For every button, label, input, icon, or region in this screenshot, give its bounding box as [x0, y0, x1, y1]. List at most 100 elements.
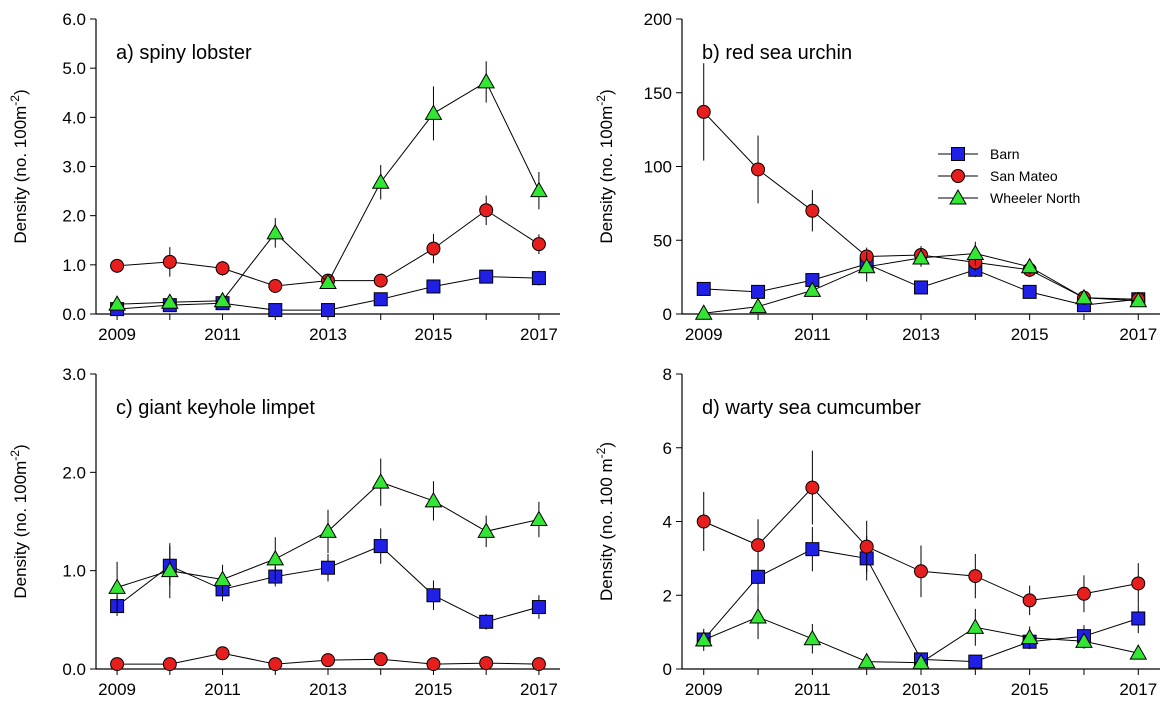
data-point: [1075, 288, 1093, 305]
data-point: [426, 241, 441, 256]
data-point: [1020, 628, 1039, 645]
series-wheeler-north: [694, 594, 1148, 670]
data-point: [749, 607, 767, 624]
legend-label: Barn: [990, 146, 1020, 162]
data-point: [696, 104, 711, 119]
data-point: [751, 538, 766, 553]
data-point: [268, 278, 283, 293]
data-point: [912, 248, 930, 265]
legend-item: Wheeler North: [938, 188, 1080, 206]
data-point: [215, 261, 230, 276]
x-tick-label: 2011: [794, 325, 831, 344]
data-point: [371, 173, 390, 189]
data-point: [266, 223, 285, 240]
legend: Barn San Mateo Wheeler North: [938, 146, 1080, 206]
data-point: [1131, 576, 1146, 591]
data-point: [319, 273, 337, 290]
x-tick-label: 2009: [98, 680, 136, 699]
x-tick-label: 2013: [309, 325, 347, 344]
data-point: [914, 564, 928, 579]
series-wheeler-north: [108, 61, 548, 311]
data-point: [321, 303, 335, 318]
data-point: [749, 297, 767, 314]
x-tick-label: 2011: [794, 680, 831, 699]
y-tick-label: 5.0: [62, 59, 86, 78]
panel-1: 0.0 1.0 2.0 3.0 4.0 5.0 6.0 2009 2011 2013 2015 201…: [8, 10, 560, 344]
data-point: [110, 657, 125, 672]
y-tick-label: 2.0: [62, 207, 86, 226]
data-point: [968, 654, 983, 669]
y-tick-label: 50: [653, 231, 672, 250]
x-tick-label: 2011: [204, 325, 241, 344]
data-point: [373, 273, 388, 288]
data-point: [108, 578, 126, 594]
y-tick-label: 2.0: [62, 463, 86, 482]
y-tick-label: 8: [663, 365, 672, 384]
y-tick-label: 3.0: [62, 158, 86, 177]
data-point: [321, 653, 335, 668]
data-point: [160, 561, 179, 578]
y-tick-label: 2: [663, 586, 672, 605]
legend-marker: [951, 147, 965, 161]
data-point: [751, 284, 766, 299]
data-point: [696, 514, 711, 529]
data-point: [530, 181, 548, 198]
legend-marker: [949, 188, 967, 205]
legend-label: Wheeler North: [990, 190, 1080, 206]
y-tick-label: 4.0: [62, 108, 86, 127]
data-point: [479, 656, 494, 671]
data-point: [696, 281, 711, 296]
data-point: [373, 292, 388, 307]
data-point: [213, 570, 232, 587]
y-tick-label: 0.0: [62, 305, 86, 324]
data-point: [108, 295, 126, 311]
data-point: [1076, 586, 1091, 601]
x-tick-label: 2017: [1119, 680, 1157, 699]
data-point: [110, 258, 125, 273]
data-point: [803, 281, 822, 297]
data-point: [479, 203, 494, 218]
data-point: [266, 549, 285, 566]
x-tick-label: 2017: [520, 680, 558, 699]
series-wheeler-north: [694, 241, 1148, 320]
data-point: [160, 293, 179, 309]
data-point: [424, 491, 443, 508]
data-point: [531, 600, 546, 615]
data-point: [805, 480, 820, 495]
data-point: [162, 657, 177, 672]
data-point: [477, 522, 496, 538]
data-point: [213, 291, 232, 308]
legend-item: Barn: [938, 146, 1020, 162]
y-tick-label: 3.0: [62, 365, 86, 384]
legend-item: San Mateo: [938, 168, 1058, 184]
y-tick-label: 200: [644, 10, 672, 29]
y-tick-label: 0: [663, 305, 672, 324]
x-tick-label: 2009: [685, 325, 723, 344]
series-san-mateo: [110, 646, 546, 672]
data-point: [373, 652, 388, 667]
series-san-mateo: [696, 63, 1146, 307]
y-tick-label: 100: [644, 158, 672, 177]
x-tick-label: 2015: [415, 325, 453, 344]
data-point: [1129, 644, 1148, 660]
data-point: [968, 569, 983, 584]
data-point: [321, 560, 335, 575]
data-point: [426, 657, 441, 672]
data-point: [531, 657, 546, 672]
data-point: [966, 244, 985, 261]
data-point: [803, 629, 822, 646]
y-axis-label: Density (no. 100m-2): [594, 89, 616, 243]
data-point: [479, 269, 494, 284]
y-tick-label: 1.0: [62, 562, 86, 581]
legend-marker: [951, 169, 965, 183]
data-point: [694, 304, 713, 320]
panel-title: d) warty sea cumcumber: [702, 397, 921, 419]
data-point: [857, 652, 876, 669]
data-point: [530, 510, 548, 527]
x-tick-label: 2013: [902, 680, 940, 699]
data-point: [162, 254, 177, 269]
data-point: [751, 569, 766, 584]
x-tick-label: 2015: [1011, 325, 1049, 344]
